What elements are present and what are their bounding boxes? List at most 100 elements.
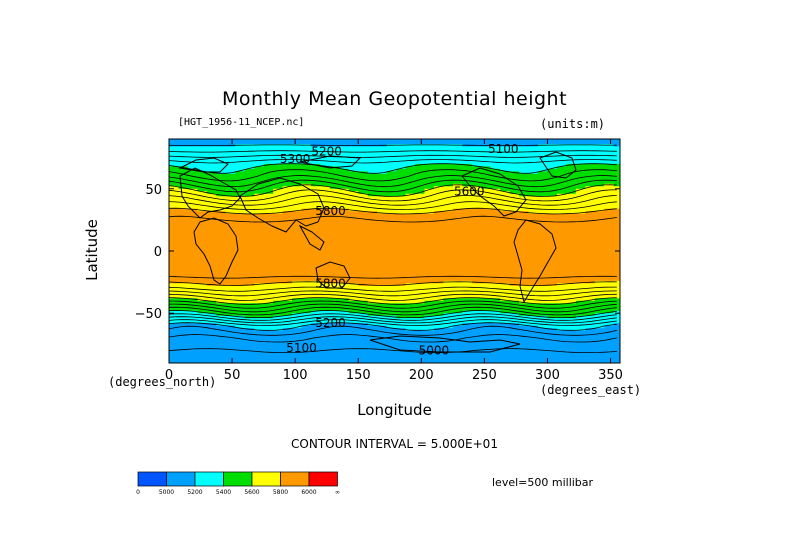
field-cell — [339, 158, 350, 162]
field-cell — [187, 161, 198, 165]
field-cell — [348, 283, 359, 287]
field-cell — [320, 330, 331, 334]
field-cell — [320, 213, 331, 217]
field-cell — [358, 258, 369, 262]
field-cell — [339, 343, 350, 347]
field-cell — [282, 275, 293, 279]
field-cell — [575, 141, 586, 145]
field-cell — [178, 320, 189, 324]
field-cell — [405, 211, 416, 215]
field-cell — [604, 238, 615, 242]
field-cell — [396, 255, 407, 260]
field-cell — [206, 263, 217, 267]
field-cell — [386, 300, 397, 304]
field-cell — [329, 253, 340, 257]
field-cell — [452, 223, 463, 227]
field-cell — [462, 255, 473, 260]
field-cell — [377, 233, 388, 237]
field-cell — [254, 270, 265, 274]
field-cell — [282, 320, 293, 324]
field-cell — [575, 208, 586, 212]
field-cell — [358, 325, 369, 329]
field-cell — [604, 280, 615, 284]
field-cell — [187, 236, 198, 240]
field-cell — [310, 141, 321, 145]
field-cell — [415, 228, 426, 232]
field-cell — [273, 223, 284, 227]
field-cell — [377, 191, 388, 195]
field-cell — [396, 270, 407, 274]
field-cell — [396, 298, 407, 302]
field-cell — [254, 253, 265, 257]
field-cell — [178, 350, 189, 354]
field-cell — [547, 183, 558, 187]
field-cell — [358, 358, 369, 362]
colorbar-label: 5400 — [216, 489, 231, 496]
field-cell — [424, 248, 435, 252]
field-cell — [405, 218, 416, 222]
field-cell — [433, 325, 444, 329]
field-cell — [556, 338, 567, 342]
field-cell — [509, 181, 520, 185]
field-cell — [358, 280, 369, 284]
field-cell — [339, 196, 350, 200]
field-cell — [604, 323, 615, 327]
field-cell — [348, 350, 359, 354]
field-cell — [481, 273, 492, 277]
field-cell — [528, 243, 539, 247]
field-cell — [594, 353, 605, 357]
field-cell — [500, 343, 511, 347]
field-cell — [452, 208, 463, 212]
field-cell — [452, 360, 463, 363]
field-cell — [490, 161, 501, 165]
field-cell — [566, 226, 577, 230]
field-cell — [452, 288, 463, 292]
field-cell — [519, 241, 530, 245]
field-cell — [424, 268, 435, 272]
field-cell — [178, 343, 189, 347]
field-cell — [197, 265, 208, 270]
field-cell — [282, 139, 293, 143]
field-cell — [329, 181, 340, 185]
field-cell — [556, 183, 567, 187]
field-cell — [500, 251, 511, 255]
field-cell — [301, 315, 312, 319]
field-cell — [566, 178, 577, 182]
field-cell — [585, 238, 596, 242]
field-cell — [169, 186, 180, 190]
field-cell — [462, 343, 473, 347]
field-cell — [405, 355, 416, 359]
field-cell — [339, 156, 350, 160]
field-cell — [301, 260, 312, 265]
field-cell — [235, 345, 246, 349]
field-cell — [490, 151, 501, 155]
field-cell — [538, 223, 549, 227]
field-cell — [367, 151, 378, 155]
field-cell — [396, 243, 407, 247]
field-cell — [263, 176, 274, 180]
field-cell — [405, 360, 416, 363]
field-cell — [415, 231, 426, 235]
field-cell — [471, 198, 482, 202]
field-cell — [575, 161, 586, 165]
field-cell — [310, 146, 321, 150]
field-cell — [235, 158, 246, 162]
field-cell — [452, 275, 463, 279]
field-cell — [613, 355, 620, 359]
field-cell — [547, 343, 558, 347]
field-cell — [254, 166, 265, 170]
field-cell — [301, 226, 312, 230]
field-cell — [178, 345, 189, 349]
field-cell — [348, 303, 359, 307]
field-cell — [282, 265, 293, 270]
field-cell — [339, 151, 350, 155]
field-cell — [329, 208, 340, 212]
field-cell — [358, 275, 369, 279]
field-cell — [178, 211, 189, 215]
field-cell — [386, 303, 397, 307]
field-cell — [273, 246, 284, 250]
field-cell — [377, 293, 388, 297]
field-cell — [604, 211, 615, 215]
field-cell — [320, 201, 331, 205]
field-cell — [377, 275, 388, 279]
